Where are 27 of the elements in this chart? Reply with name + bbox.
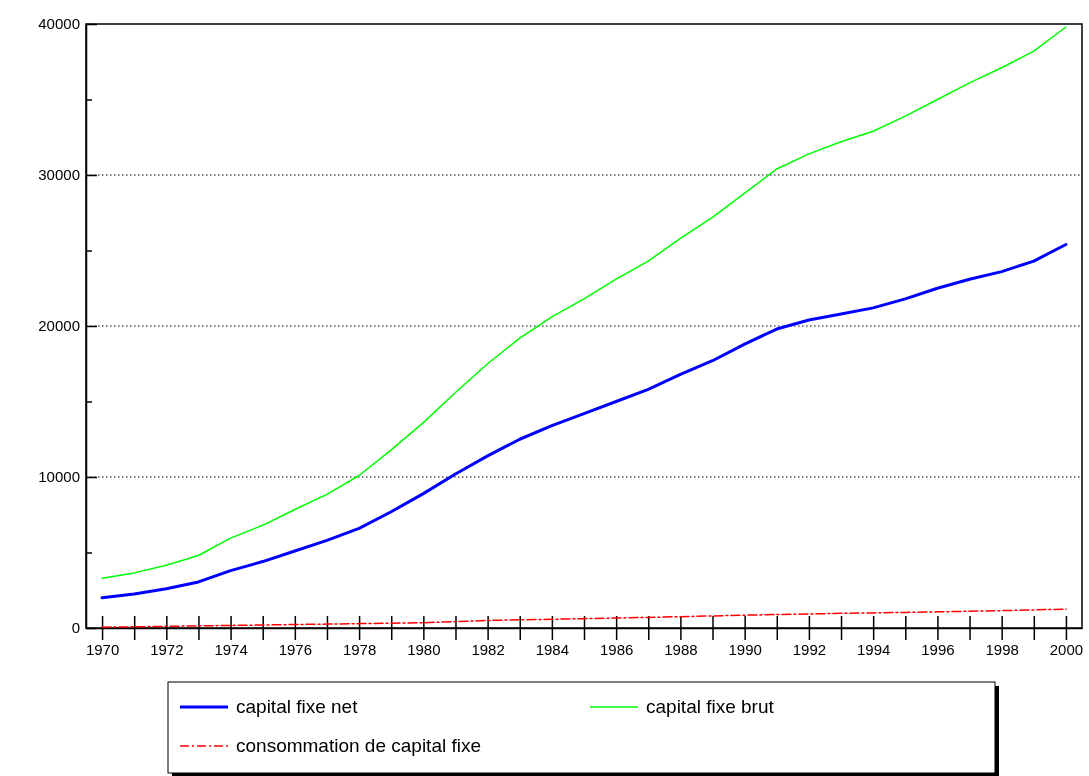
- x-tick-label: 1982: [471, 640, 505, 658]
- x-tick-label: 2000: [1049, 640, 1084, 658]
- legend-label: consommation de capital fixe: [236, 735, 482, 756]
- x-tick-label: 1980: [407, 640, 441, 658]
- x-tick-label: 1994: [856, 640, 891, 658]
- x-tick-label: 1976: [278, 640, 313, 658]
- x-tick-label: 1984: [535, 640, 570, 658]
- y-tick-label: 20000: [38, 317, 80, 335]
- x-tick-label: 1992: [792, 640, 827, 658]
- x-tick-label: 1978: [342, 640, 377, 658]
- x-tick-label: 1990: [728, 640, 762, 658]
- line-series: [101, 26, 1067, 579]
- legend-label: capital fixe net: [236, 696, 359, 717]
- y-tick-label: 30000: [38, 166, 80, 184]
- legend-label: capital fixe brut: [646, 696, 775, 717]
- line-series: [100, 242, 1068, 600]
- x-tick-label: 1970: [85, 640, 120, 658]
- x-tick-label: 1988: [664, 640, 698, 658]
- x-tick-label: 1986: [599, 640, 634, 658]
- x-tick-label: 1998: [985, 640, 1019, 658]
- x-tick-label: 1996: [921, 640, 955, 658]
- x-tick-label: 1974: [214, 640, 248, 658]
- line-series: [101, 608, 1067, 628]
- y-tick-label: 0: [71, 619, 80, 637]
- x-tick-label: 1972: [150, 640, 184, 658]
- y-tick-label: 40000: [38, 15, 80, 33]
- y-tick-label: 10000: [38, 468, 80, 486]
